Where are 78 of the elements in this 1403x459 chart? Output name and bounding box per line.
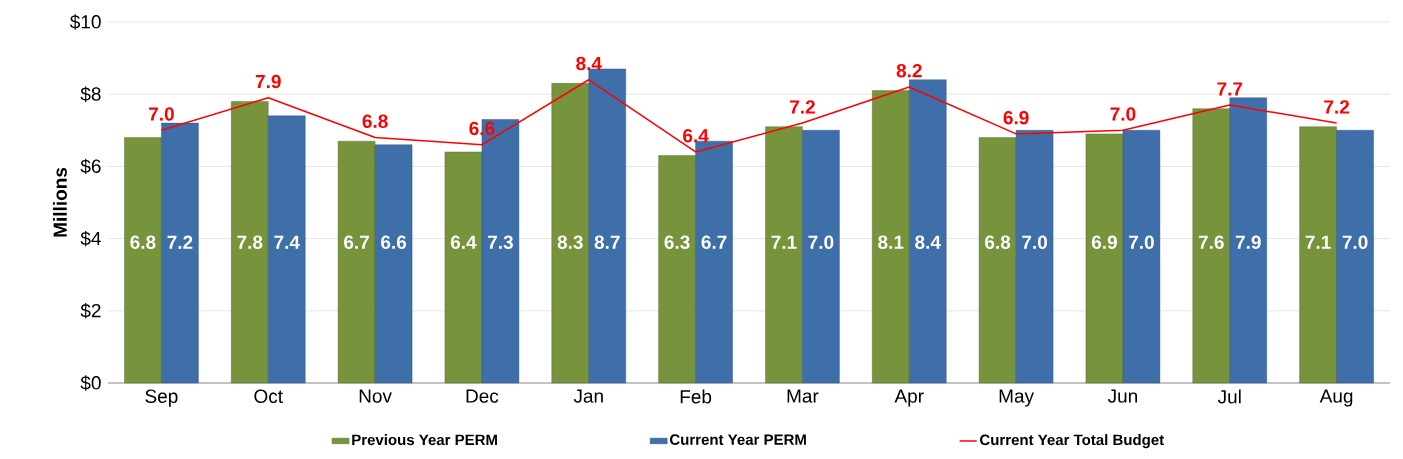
y-tick-label: $2 — [80, 303, 101, 319]
y-tick-label: $0 — [80, 375, 101, 391]
bar — [268, 115, 306, 384]
bar — [337, 140, 376, 384]
bar — [1085, 133, 1124, 384]
y-tick-label: $8 — [80, 86, 101, 102]
bar — [161, 122, 199, 384]
data-label: 7.1 — [771, 235, 797, 249]
data-label: 6.8 — [362, 114, 388, 128]
bar — [978, 137, 1017, 384]
data-label: 7.0 — [149, 107, 174, 121]
data-label: 6.8 — [130, 235, 156, 249]
y-tick-label: $4 — [80, 230, 101, 247]
x-tick-label: Jun — [1107, 389, 1137, 403]
data-label: 6.4 — [683, 128, 709, 143]
data-label: 7.9 — [1235, 235, 1261, 249]
data-label: 7.8 — [237, 235, 263, 249]
data-label: 7.7 — [1217, 82, 1243, 96]
data-label: 6.7 — [701, 235, 727, 249]
bar — [1229, 97, 1267, 384]
y-tick-label: $10 — [69, 14, 101, 30]
x-tick-label: Sep — [145, 389, 178, 407]
bar — [1015, 130, 1054, 384]
data-label: 7.4 — [274, 235, 300, 249]
y-axis-title: Millions — [52, 167, 67, 237]
legend-label: Previous Year PERM — [352, 434, 497, 446]
x-tick-label: Mar — [787, 389, 819, 403]
data-label: 6.4 — [450, 235, 477, 249]
data-label: 7.2 — [1324, 100, 1350, 114]
data-label: 8.2 — [896, 63, 922, 78]
data-label: 7.9 — [255, 74, 281, 89]
data-label: 6.6 — [381, 235, 407, 249]
x-tick-label: Nov — [359, 389, 392, 403]
legend-label: Current Year PERM — [669, 434, 806, 445]
data-label: 6.7 — [344, 235, 369, 249]
bar — [1336, 130, 1374, 384]
bar — [658, 155, 696, 384]
bar — [1192, 108, 1230, 384]
data-label: 7.2 — [167, 235, 193, 249]
data-label: 7.0 — [1129, 235, 1154, 249]
x-tick-label: Oct — [254, 389, 283, 403]
bar — [872, 90, 910, 384]
data-label: 6.9 — [1003, 110, 1029, 125]
data-label: 7.0 — [808, 235, 834, 249]
x-tick-label: Feb — [680, 389, 712, 404]
data-label: 6.8 — [985, 235, 1011, 249]
bar — [444, 151, 483, 384]
data-label: 7.0 — [1342, 235, 1368, 249]
bar — [765, 126, 803, 384]
y-tick-label: $6 — [80, 158, 101, 175]
x-tick-label: Jan — [573, 389, 603, 403]
bar — [231, 101, 269, 384]
data-label: 8.1 — [878, 235, 904, 249]
bar — [802, 130, 840, 384]
data-label: 7.6 — [1198, 235, 1224, 249]
x-tick-label: Jul — [1217, 389, 1241, 404]
x-tick-label: Dec — [466, 389, 499, 403]
data-label: 7.1 — [1305, 235, 1331, 249]
bar — [551, 83, 589, 384]
data-label: 6.3 — [664, 235, 690, 249]
data-label: 7.3 — [488, 235, 513, 249]
data-label: 8.3 — [557, 235, 583, 249]
legend-label: Current Year Total Budget — [980, 434, 1164, 449]
bar — [374, 144, 413, 384]
bar — [909, 79, 947, 384]
bar — [1299, 126, 1337, 384]
x-tick-label: Apr — [894, 389, 924, 407]
data-label: 8.4 — [576, 56, 602, 71]
bar — [124, 137, 162, 384]
x-tick-label: May — [999, 389, 1034, 407]
data-label: 8.4 — [915, 235, 941, 249]
data-label: 7.0 — [1022, 235, 1048, 249]
bar — [1122, 130, 1161, 384]
data-label: 6.9 — [1091, 235, 1117, 249]
x-tick-label: Aug — [1319, 389, 1353, 407]
data-label: 7.0 — [1110, 107, 1136, 121]
data-label: 8.7 — [594, 235, 620, 249]
data-label: 7.2 — [790, 100, 815, 114]
